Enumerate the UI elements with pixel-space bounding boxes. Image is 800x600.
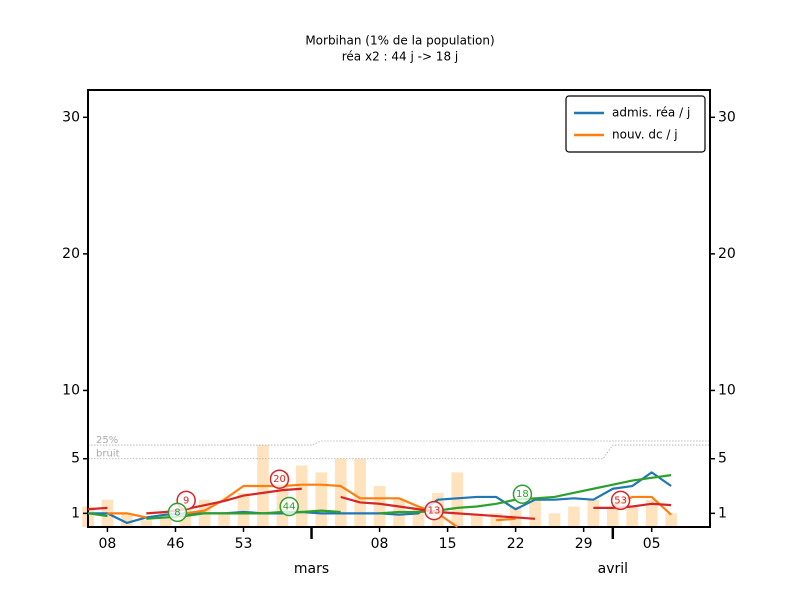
daily-bar [334,458,347,527]
x-tick-label: 46 [167,536,185,552]
x-tick-label: 22 [507,536,525,552]
annotation-label: 8 [174,507,180,518]
annotation-label: 44 [283,502,296,513]
daily-bar [159,513,172,527]
daily-bar [315,472,328,527]
daily-bar [626,506,639,527]
month-label: avril [598,561,628,577]
legend-box [565,95,706,153]
annotation-circle [512,484,533,504]
daily-bar [373,486,386,527]
daily-bar [218,513,230,527]
annotation-label: 53 [614,495,627,506]
reference-line [88,444,710,460]
annotation-circle [279,496,299,517]
y2-tick-label: 20 [718,246,736,262]
chart-subtitle: réa x2 : 44 j -> 18 j [342,50,458,64]
daily-bar [451,472,464,527]
daily-bar [354,458,366,527]
daily-bar [606,506,619,527]
series-line [107,483,672,528]
x-tick-label: 29 [575,536,593,552]
annotation-label: 20 [273,474,286,485]
annotation-label: 9 [183,495,189,506]
daily-bar [237,492,250,527]
series-line [87,487,672,520]
annotation-circle [167,502,188,523]
x-tick-label: 15 [439,536,457,552]
x-tick-label: 05 [643,536,661,552]
plot-frame [87,89,711,528]
reference-label: 25% [96,435,118,446]
daily-bar [665,513,677,527]
daily-bar [412,506,425,527]
x-tick-label: 53 [235,536,253,552]
daily-bar [140,520,153,527]
daily-bar [295,465,308,527]
y2-tick-label: 1 [718,505,727,521]
daily-bar [548,513,561,527]
y2-tick-label: 5 [718,451,727,467]
legend-label: nouv. dc / j [612,128,678,142]
y2-tick-label: 30 [718,109,736,125]
daily-bar [121,513,133,527]
annotation-circle [610,490,631,511]
y-tick-label: 30 [62,109,80,125]
month-label: mars [294,561,329,577]
y-tick-label: 5 [71,451,80,467]
y-tick-label: 20 [62,246,80,262]
daily-bar [587,499,600,527]
annotation-circle [424,500,444,521]
daily-bar [645,499,658,527]
reference-label: bruit [96,449,120,460]
chart-title: Morbihan (1% de la population) [305,34,494,48]
x-tick-label: 08 [99,536,117,552]
y-tick-label: 10 [62,382,80,398]
reference-line [88,440,710,446]
daily-bar [568,506,580,527]
y-tick-label: 1 [71,505,80,521]
x-tick-label: 08 [371,536,389,552]
annotation-label: 18 [516,489,529,500]
daily-bar [470,513,483,527]
legend-label: admis. réa / j [612,106,690,120]
annotation-label: 13 [428,506,441,517]
daily-bar [529,499,541,527]
daily-bar [393,499,405,527]
annotation-circle [269,469,290,489]
y2-tick-label: 10 [718,382,736,398]
